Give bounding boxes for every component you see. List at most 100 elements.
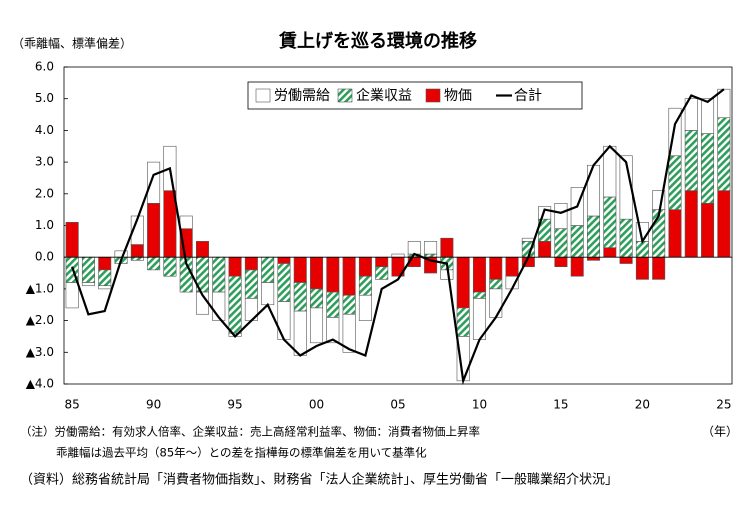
y-tick-label: 3.0: [35, 155, 54, 169]
bar-segment: [293, 310, 307, 356]
bar-segment: [489, 279, 503, 290]
bar-segment: [668, 209, 682, 258]
legend-label: 合計: [514, 88, 542, 104]
bar-segment: [587, 215, 601, 258]
bar-segment: [375, 256, 389, 268]
bar-segment: [179, 215, 193, 229]
bar-segment: [342, 313, 356, 353]
bar-segment: [424, 253, 438, 258]
y-tick-label: 6.0: [35, 60, 54, 74]
bar-segment: [472, 291, 486, 299]
bar-segment: [684, 130, 698, 191]
source-note: （資料）総務省統計局「消費者物価指数」、財務省「法人企業統計」、厚生労働省「一般…: [20, 472, 618, 488]
y-tick-label: ▲1.0: [26, 281, 54, 295]
bar-segment: [538, 241, 552, 258]
bar-segment: [554, 256, 568, 268]
bar-segment: [65, 222, 79, 258]
bar-segment: [244, 256, 258, 271]
bar-segment: [407, 241, 421, 255]
legend-swatch: [255, 88, 271, 103]
bar-segment: [375, 266, 389, 280]
bar-segment: [505, 256, 519, 277]
x-tick-label: 10: [472, 398, 487, 412]
bar-segment: [717, 117, 731, 191]
bar-segment: [277, 301, 291, 340]
bar-segment: [195, 241, 209, 258]
bar-segment: [147, 161, 161, 204]
y-tick-label: ▲2.0: [26, 313, 54, 327]
y-tick-label: 1.0: [35, 218, 54, 232]
chart-title: 賃上げを巡る環境の推移: [278, 30, 477, 52]
bar-segment: [358, 256, 372, 277]
bar-segment: [358, 275, 372, 296]
bar-segment: [228, 256, 242, 277]
bar-segment: [130, 256, 144, 261]
bar-segment: [342, 256, 356, 296]
bar-segment: [163, 256, 177, 277]
bar-segment: [293, 282, 307, 312]
bar-segment: [424, 241, 438, 255]
bar-segment: [65, 282, 79, 309]
bar-segment: [619, 218, 633, 258]
bar-segment: [668, 155, 682, 210]
bar-segment: [261, 282, 275, 306]
bar-segment: [326, 317, 340, 344]
bar-segment: [684, 190, 698, 258]
bar-segment: [554, 203, 568, 229]
y-tick-label: ▲3.0: [26, 345, 54, 359]
bar-segment: [603, 247, 617, 258]
x-axis-unit: （年）: [702, 425, 738, 439]
legend-label: 労働需給: [274, 88, 330, 104]
bar-segment: [81, 256, 95, 283]
bar-segment: [440, 237, 454, 258]
bar-segment: [456, 307, 470, 337]
bar-segment: [684, 98, 698, 131]
bar-segment: [635, 256, 649, 280]
bar-segment: [130, 244, 144, 258]
x-tick-label: 15: [553, 398, 568, 412]
x-tick-label: 00: [309, 398, 324, 412]
bar-segment: [342, 294, 356, 315]
bar-segment: [619, 256, 633, 264]
bar-segment: [310, 288, 324, 309]
bar-segment: [652, 256, 666, 280]
y-tick-label: ▲4.0: [26, 377, 54, 391]
bar-segment: [717, 190, 731, 258]
bar-segment: [489, 288, 503, 318]
bar-segment: [489, 256, 503, 280]
bar-segment: [228, 275, 242, 334]
bar-segment: [587, 164, 601, 217]
bar-segment: [81, 282, 95, 287]
bar-segment: [701, 203, 715, 258]
note: （注）労働需給：有効求人倍率、企業収益：売上高経常利益率、物価：消費者物価上昇率: [20, 425, 480, 439]
bar-segment: [293, 256, 307, 283]
bar-segment: [472, 256, 486, 293]
legend-box: [247, 81, 583, 110]
bar-segment: [147, 256, 161, 271]
bar-segment: [212, 256, 226, 293]
bar-segment: [587, 256, 601, 261]
bar-segment: [603, 145, 617, 198]
bar-segment: [701, 133, 715, 204]
x-tick-label: 90: [146, 398, 161, 412]
total-line: [71, 88, 725, 386]
bar-segment: [98, 256, 112, 271]
x-tick-label: 95: [227, 398, 242, 412]
bar-segment: [326, 291, 340, 318]
bar-segment: [603, 196, 617, 248]
bar-segment: [570, 256, 584, 277]
y-tick-label: 2.0: [35, 186, 54, 200]
bar-segment: [163, 190, 177, 258]
legend-swatch: [425, 88, 441, 103]
legend-swatch: [337, 88, 353, 103]
y-tick-label: 4.0: [35, 123, 54, 137]
x-tick-label: 85: [65, 398, 80, 412]
bar-segment: [261, 256, 275, 283]
bar-segment: [98, 285, 112, 290]
x-tick-label: 25: [716, 398, 731, 412]
bar-segment: [310, 307, 324, 344]
bar-segment: [456, 256, 470, 309]
bar-segment: [521, 237, 535, 242]
bar-segment: [570, 225, 584, 258]
